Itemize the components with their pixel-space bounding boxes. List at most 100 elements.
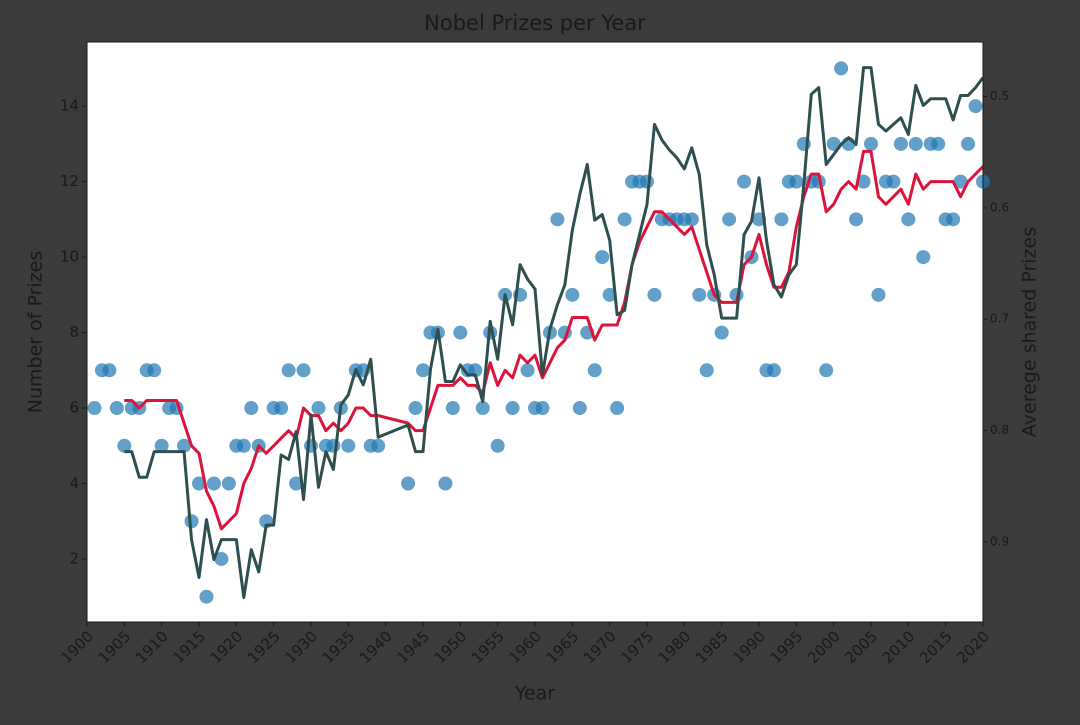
x-tick-label: 1995 xyxy=(767,627,807,667)
y2-tick-label: 0.7 xyxy=(990,312,1009,326)
x-tick-label: 1945 xyxy=(393,627,433,667)
x-tick-label: 1965 xyxy=(543,627,583,667)
scatter-point xyxy=(184,514,199,529)
scatter-point xyxy=(281,363,296,378)
scatter-point xyxy=(505,401,520,416)
scatter-point xyxy=(908,136,923,151)
scatter-point xyxy=(244,401,259,416)
x-tick-label: 1990 xyxy=(729,627,769,667)
x-tick-label: 1930 xyxy=(281,627,321,667)
scatter-point xyxy=(640,174,654,189)
scatter-point xyxy=(610,401,625,416)
scatter-point xyxy=(371,438,386,453)
scatter-point xyxy=(199,589,214,604)
scatter-point xyxy=(946,212,961,227)
scatter-point xyxy=(550,212,565,227)
scatter-point xyxy=(475,401,490,416)
y-tick-label: 4 xyxy=(69,474,79,492)
y2-tick-label: 0.8 xyxy=(990,423,1009,437)
scatter-point xyxy=(206,476,221,491)
x-tick-label: 1920 xyxy=(207,627,247,667)
x-tick-label: 1985 xyxy=(692,627,732,667)
y-tick-label: 10 xyxy=(60,248,79,266)
scatter-point xyxy=(236,438,251,453)
scatter-point xyxy=(968,99,983,114)
scatter-point xyxy=(147,363,162,378)
scatter-point xyxy=(953,174,968,189)
scatter-point xyxy=(595,250,610,265)
scatter-point xyxy=(87,401,102,416)
scatter-point xyxy=(774,212,789,227)
scatter-point xyxy=(901,212,916,227)
scatter-point xyxy=(490,438,505,453)
y-tick-label: 6 xyxy=(69,399,79,417)
x-tick-label: 2005 xyxy=(841,627,881,667)
scatter-point xyxy=(766,363,781,378)
scatter-point xyxy=(154,438,169,453)
x-tick-label: 2015 xyxy=(916,627,956,667)
scatter-point xyxy=(819,363,834,378)
scatter-point xyxy=(737,174,752,189)
x-tick-label: 1915 xyxy=(169,627,209,667)
x-tick-label: 1980 xyxy=(655,627,695,667)
line xyxy=(124,66,985,600)
scatter-point xyxy=(341,438,356,453)
scatter-point xyxy=(289,476,304,491)
x-tick-label: 1960 xyxy=(505,627,545,667)
y2-axis-label: Averege shared Prizes xyxy=(1019,227,1041,437)
scatter-point xyxy=(864,136,878,151)
y2-tick-label: 0.6 xyxy=(990,200,1009,214)
scatter-point xyxy=(916,250,931,265)
scatter-point xyxy=(326,438,341,453)
y-tick-label: 14 xyxy=(60,97,79,115)
y-tick-label: 2 xyxy=(69,549,79,567)
x-tick-label: 1905 xyxy=(95,627,135,667)
scatter-point xyxy=(886,174,901,189)
x-tick-label: 1955 xyxy=(468,627,508,667)
y2-tick-label: 0.9 xyxy=(990,534,1009,548)
scatter-point xyxy=(408,401,423,416)
scatter-point xyxy=(647,287,662,302)
x-tick-label: 2000 xyxy=(804,627,844,667)
x-tick-label: 1950 xyxy=(431,627,471,667)
scatter-point xyxy=(214,551,229,566)
x-axis-label: Year xyxy=(514,683,555,705)
scatter-point xyxy=(871,287,886,302)
x-tick-label: 1970 xyxy=(580,627,620,667)
scatter-point xyxy=(535,401,550,416)
y-tick-label: 8 xyxy=(69,323,79,341)
scatter-point xyxy=(520,363,535,378)
scatter-point xyxy=(617,212,632,227)
y2-tick-label: 0.5 xyxy=(990,89,1009,103)
scatter-point xyxy=(102,363,117,378)
line xyxy=(124,149,985,531)
x-tick-label: 2010 xyxy=(879,627,919,667)
scatter-point xyxy=(177,438,192,453)
scatter-point xyxy=(221,476,236,491)
scatter-point xyxy=(849,212,864,227)
scatter-point xyxy=(274,401,289,416)
scatter-point xyxy=(602,287,617,302)
scatter-point xyxy=(572,401,587,416)
scatter-point xyxy=(453,325,468,340)
scatter-point xyxy=(416,363,430,378)
plot-frame xyxy=(86,41,984,623)
y-tick-label: 12 xyxy=(60,172,79,190)
scatter-point xyxy=(722,212,737,227)
scatter-point xyxy=(714,325,729,340)
x-tick-label: 1925 xyxy=(244,627,284,667)
x-tick-label: 1910 xyxy=(132,627,172,667)
plot-area xyxy=(87,42,983,622)
scatter-point xyxy=(684,212,699,227)
scatter-point xyxy=(296,363,311,378)
x-tick-label: 2020 xyxy=(953,627,993,667)
scatter-point xyxy=(692,287,707,302)
scatter-point xyxy=(109,401,124,416)
scatter-point xyxy=(587,363,602,378)
scatter-point xyxy=(931,136,946,151)
x-tick-label: 1935 xyxy=(319,627,359,667)
scatter-point xyxy=(856,174,871,189)
scatter-point xyxy=(438,476,453,491)
scatter-point xyxy=(834,61,849,76)
